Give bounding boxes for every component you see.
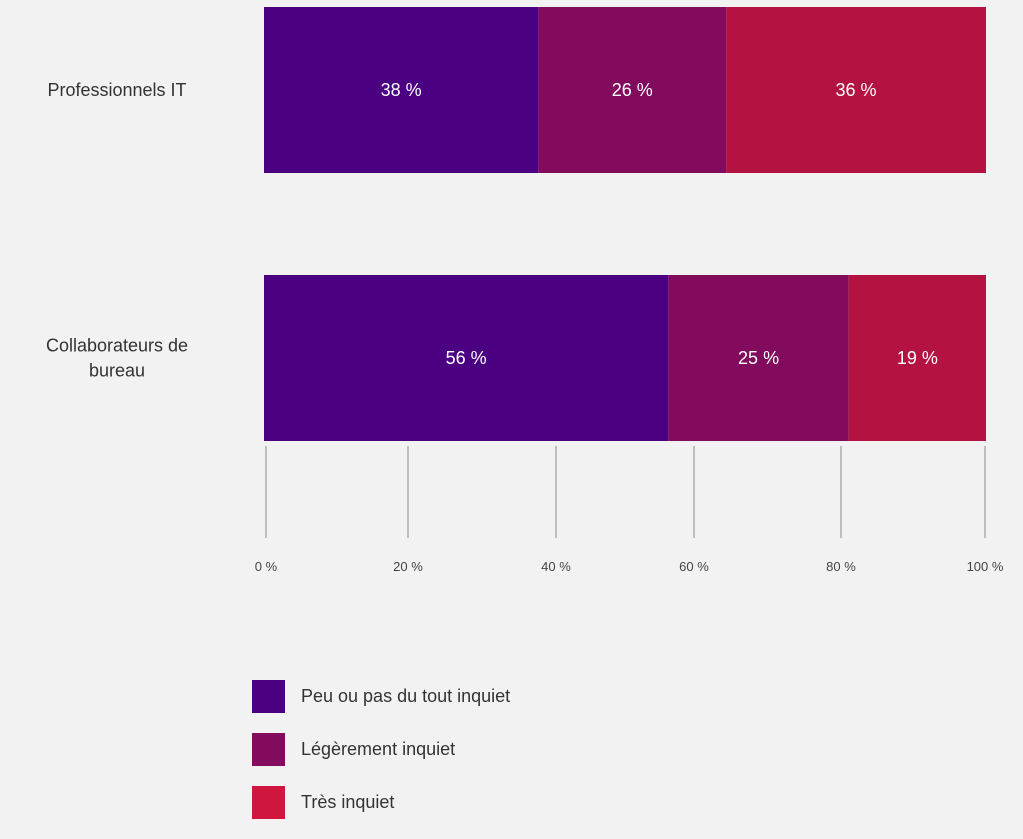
bar-segment <box>726 7 986 173</box>
category-label: Professionnels IT <box>47 80 186 100</box>
legend-swatch <box>252 680 285 713</box>
bar-segment <box>264 7 539 173</box>
tick-label: 80 % <box>826 559 856 574</box>
x-axis: 0 % 20 % 40 % 60 % 80 % 100 % <box>255 446 1004 574</box>
data-label: 36 % <box>836 80 877 100</box>
data-label: 38 % <box>381 80 422 100</box>
data-label: 26 % <box>612 80 653 100</box>
tick-label: 60 % <box>679 559 709 574</box>
legend-label: Légèrement inquiet <box>301 739 456 759</box>
bar-segment <box>264 275 669 441</box>
legend: Peu ou pas du tout inquiet Légèrement in… <box>252 680 510 839</box>
legend-swatch <box>252 733 285 766</box>
data-label: 56 % <box>446 348 487 368</box>
bars: 38 % 26 % 36 % 56 % 25 % 19 % <box>264 7 986 441</box>
legend-swatch <box>252 786 285 819</box>
tick-label: 0 % <box>255 559 278 574</box>
legend-item-peu-ou-pas: Peu ou pas du tout inquiet <box>252 680 510 713</box>
data-label: 19 % <box>897 348 938 368</box>
category-label: Collaborateurs de bureau <box>46 336 188 381</box>
tick-label: 100 % <box>967 559 1004 574</box>
bar-segment <box>668 275 849 441</box>
bar-segment <box>538 7 727 173</box>
tick-label: 20 % <box>393 559 423 574</box>
legend-label: Très inquiet <box>301 792 395 812</box>
legend-label: Peu ou pas du tout inquiet <box>301 686 511 706</box>
legend-item-tres: Très inquiet <box>252 786 510 819</box>
category-labels: Professionnels IT Collaborateurs de bureau <box>46 80 188 381</box>
legend-item-legerement: Légèrement inquiet <box>252 733 510 766</box>
stacked-bar-chart: 0 % 20 % 40 % 60 % 80 % 100 % 38 % 26 % 36 % 56 … <box>46 7 1004 574</box>
bar-segment <box>848 275 986 441</box>
tick-label: 40 % <box>541 559 571 574</box>
data-label: 25 % <box>738 348 779 368</box>
